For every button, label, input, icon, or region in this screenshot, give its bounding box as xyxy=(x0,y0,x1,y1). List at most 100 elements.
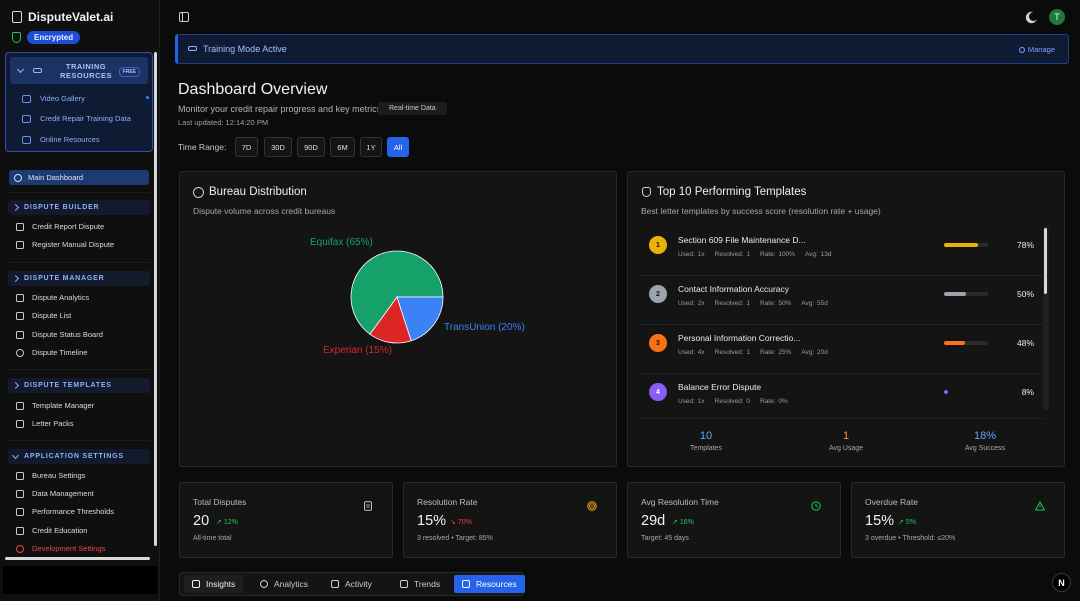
tab-resources[interactable]: Resources xyxy=(454,575,525,593)
video-icon xyxy=(22,94,31,103)
stat-value: 20 xyxy=(193,513,210,529)
tab-label: Activity xyxy=(345,579,372,589)
sidebar-item-data-management[interactable]: Data Management xyxy=(16,489,94,498)
sidebar-item-dispute-analytics[interactable]: Dispute Analytics xyxy=(16,293,89,302)
template-row[interactable]: 3 Personal Information Correctio... Used… xyxy=(649,328,1042,368)
divider xyxy=(8,440,150,441)
range-30d-button[interactable]: 30D xyxy=(264,137,292,157)
summary-usage-value: 1 xyxy=(842,430,850,442)
templates-subtitle: Best letter templates by success score (… xyxy=(641,206,881,216)
sidebar-item-online-resources[interactable]: Online Resources xyxy=(22,135,100,144)
tab-activity[interactable]: Activity xyxy=(323,575,380,593)
divider xyxy=(8,262,150,263)
folder-icon xyxy=(16,489,24,498)
sidebar-item-dispute-list[interactable]: Dispute List xyxy=(16,311,71,320)
sidebar-scrollbar-horizontal[interactable] xyxy=(5,557,150,560)
divider xyxy=(8,192,150,193)
sidebar-scrollbar[interactable] xyxy=(154,52,157,546)
range-all-button[interactable]: All xyxy=(387,137,409,157)
bar-chart-icon xyxy=(192,580,200,588)
sidebar-item-label: Development Settings xyxy=(32,544,106,553)
sidebar-item-credit-education[interactable]: Credit Education xyxy=(16,526,87,535)
range-90d-button[interactable]: 90D xyxy=(297,137,325,157)
templates-scrollbar[interactable] xyxy=(1043,226,1049,410)
stat-card-avg-resolution-time xyxy=(627,482,841,558)
theme-toggle-moon-icon[interactable] xyxy=(1029,12,1038,21)
activity-icon xyxy=(331,580,339,588)
score-percent: 50% xyxy=(1016,289,1034,299)
section-title: DISPUTE TEMPLATES xyxy=(24,382,112,389)
page-subtitle: Monitor your credit repair progress and … xyxy=(178,104,382,114)
section-dispute-builder[interactable]: DISPUTE BUILDER xyxy=(8,200,150,215)
sidebar-item-bureau-settings[interactable]: Bureau Settings xyxy=(16,471,85,480)
stat-delta: ↗ 16% xyxy=(672,519,694,526)
templates-title: Top 10 Performing Templates xyxy=(657,186,807,198)
sidebar-item-performance-thresholds[interactable]: Performance Thresholds xyxy=(16,507,114,516)
bottom-tabs: Insights Analytics Activity Trends Resou… xyxy=(179,572,525,596)
tab-analytics[interactable]: Analytics xyxy=(252,575,316,593)
brand[interactable]: DisputeValet.ai xyxy=(12,10,113,24)
sidebar-item-label: Dispute Timeline xyxy=(32,348,88,357)
stat-value: 15% xyxy=(417,513,447,529)
sidebar-item-development-settings[interactable]: Development Settings xyxy=(16,544,105,553)
stat-card-resolution-rate xyxy=(403,482,617,558)
stat-title: Resolution Rate xyxy=(417,497,478,507)
section-dispute-templates[interactable]: DISPUTE TEMPLATES xyxy=(8,378,150,393)
meta-used: Used: 4x xyxy=(678,349,705,356)
graduation-cap-icon xyxy=(33,68,42,73)
pie-slice-transunion[interactable] xyxy=(396,296,444,342)
scrollbar-thumb[interactable] xyxy=(1044,228,1047,294)
tab-label: Trends xyxy=(414,579,441,589)
sidebar-item-label: Dispute List xyxy=(32,311,72,320)
stat-card-total-disputes xyxy=(179,482,393,558)
sidebar-item-dispute-timeline[interactable]: Dispute Timeline xyxy=(16,348,87,357)
section-application-settings[interactable]: APPLICATION SETTINGS xyxy=(8,449,150,464)
score-bar-fill xyxy=(944,341,965,345)
sidebar-item-main-dashboard[interactable]: Main Dashboard xyxy=(9,170,149,185)
template-row[interactable]: 4 Balance Error Dispute Used: 1x Resolved… xyxy=(649,377,1042,417)
tab-trends[interactable]: Trends xyxy=(392,575,448,593)
meta-resolved: Resolved: 1 xyxy=(714,300,750,307)
rank-badge: 2 xyxy=(649,285,667,303)
bureau-subtitle: Dispute volume across credit bureaus xyxy=(193,206,336,216)
pie-label-transunion: TransUnion (20%) xyxy=(444,322,525,333)
stat-delta-value: 16% xyxy=(679,519,694,526)
tab-insights[interactable]: Insights xyxy=(184,575,244,593)
pie-chart-icon xyxy=(193,187,204,198)
section-dispute-manager[interactable]: DISPUTE MANAGER xyxy=(8,271,150,286)
meta-avg: Avg: 20d xyxy=(801,349,828,356)
template-meta: Used: 4x Resolved: 1 Rate: 25% Avg: 20d xyxy=(678,349,838,356)
sidebar-item-register-manual-dispute[interactable]: Register Manual Dispute xyxy=(16,240,114,249)
stat-delta: ↘ 70% xyxy=(450,519,472,526)
sidebar: DisputeValet.ai Encrypted TRAINING RESOU… xyxy=(0,0,160,601)
sidebar-item-label: Letter Packs xyxy=(32,419,74,428)
score-percent: 48% xyxy=(1016,338,1034,348)
sidebar-item-dispute-status-board[interactable]: Dispute Status Board xyxy=(16,330,103,339)
range-6m-button[interactable]: 6M xyxy=(330,137,355,157)
sidebar-toggle-icon[interactable] xyxy=(179,12,189,22)
target-icon xyxy=(587,501,597,511)
gear-icon xyxy=(16,544,24,553)
pie-slice-equifax[interactable] xyxy=(350,250,444,335)
tab-label: Analytics xyxy=(274,579,309,589)
template-row[interactable]: 1 Section 609 File Maintenance D... Used… xyxy=(649,230,1042,270)
manage-button[interactable]: Manage xyxy=(1018,45,1055,54)
sidebar-item-label: Credit Education xyxy=(32,526,88,535)
divider xyxy=(641,275,1045,276)
free-badge: FREE xyxy=(118,67,140,77)
next-dev-indicator-icon[interactable]: N xyxy=(1052,573,1071,592)
sidebar-item-video-gallery[interactable]: Video Gallery xyxy=(22,94,85,103)
avatar[interactable]: T xyxy=(1049,9,1065,25)
range-7d-button[interactable]: 7D xyxy=(235,137,258,157)
sidebar-item-template-manager[interactable]: Template Manager xyxy=(16,401,94,410)
range-1y-button[interactable]: 1Y xyxy=(360,137,382,157)
sidebar-item-letter-packs[interactable]: Letter Packs xyxy=(16,419,74,428)
template-row[interactable]: 2 Contact Information Accuracy Used: 2x R… xyxy=(649,279,1042,319)
sidebar-item-label: Register Manual Dispute xyxy=(32,240,115,249)
cap-icon xyxy=(22,135,31,144)
training-resources-toggle[interactable]: TRAINING RESOURCES FREE xyxy=(10,57,148,84)
sidebar-item-label: Credit Repair Training Data xyxy=(40,114,131,123)
sidebar-item-training-data[interactable]: Credit Repair Training Data xyxy=(22,114,131,123)
template-name: Section 609 File Maintenance D... xyxy=(678,235,806,245)
sidebar-item-credit-report-dispute[interactable]: Credit Report Dispute xyxy=(16,222,104,231)
